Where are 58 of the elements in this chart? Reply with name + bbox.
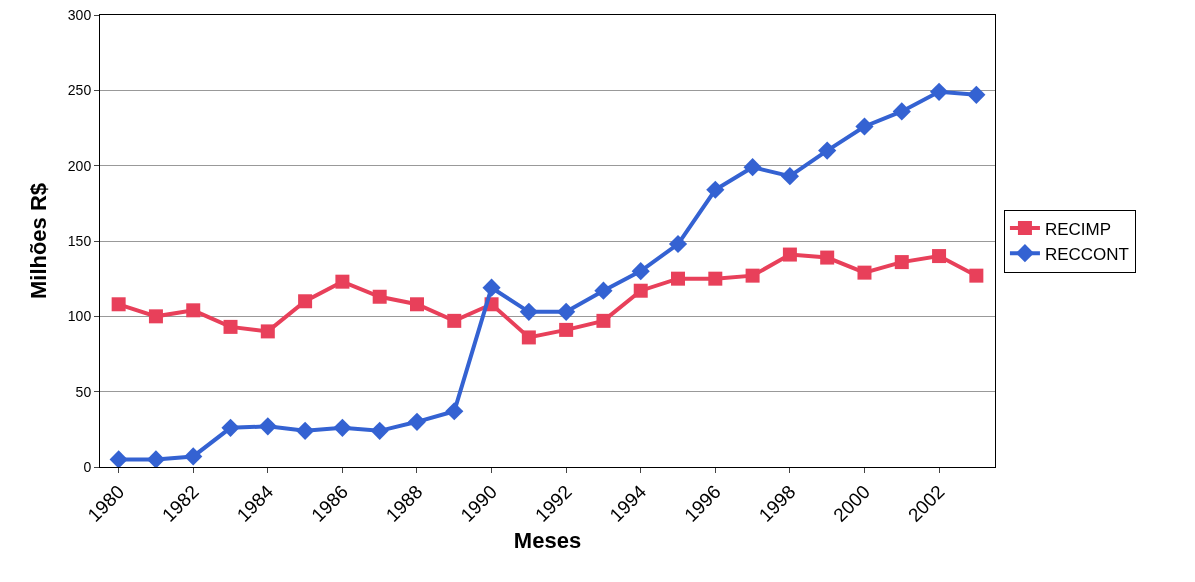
point <box>296 421 315 440</box>
point <box>372 289 387 304</box>
legend-label: RECIMP <box>1044 219 1112 239</box>
point <box>594 281 613 300</box>
y-tick-label: 50 <box>75 383 92 400</box>
y-axis-title: Milhões R$ <box>26 182 51 300</box>
y-tick-label: 300 <box>67 6 92 23</box>
point <box>894 255 909 270</box>
point <box>521 330 536 345</box>
point <box>447 313 462 328</box>
point <box>668 234 688 254</box>
point <box>482 278 501 297</box>
point <box>892 102 911 121</box>
point <box>260 324 275 339</box>
point <box>929 82 949 101</box>
point <box>370 421 389 440</box>
point <box>596 313 611 328</box>
point <box>969 268 984 283</box>
point <box>631 262 650 281</box>
legend-label: RECCONT <box>1044 244 1130 264</box>
point <box>258 417 277 436</box>
point <box>223 319 238 334</box>
point <box>148 309 163 324</box>
point <box>857 265 872 280</box>
point <box>557 302 576 321</box>
point <box>298 294 313 309</box>
point <box>780 167 799 186</box>
y-tick-label: 0 <box>83 458 92 475</box>
point <box>782 247 797 262</box>
point <box>407 412 427 431</box>
point <box>335 274 350 289</box>
point <box>745 268 760 283</box>
point <box>146 450 166 467</box>
point <box>186 303 201 318</box>
point <box>409 297 424 312</box>
point <box>333 418 352 437</box>
point <box>445 402 464 421</box>
y-tick-label: 200 <box>67 157 92 174</box>
y-tick-label: 100 <box>67 308 92 325</box>
x-axis-title: Meses <box>513 527 582 553</box>
point <box>932 249 947 264</box>
point <box>967 85 986 104</box>
point <box>743 158 762 177</box>
point <box>633 283 648 298</box>
point <box>559 322 574 337</box>
point <box>519 302 538 321</box>
point <box>671 271 686 286</box>
point <box>221 418 240 437</box>
point <box>706 180 725 199</box>
point <box>855 117 874 136</box>
point <box>111 297 126 312</box>
y-tick-label: 150 <box>67 232 92 249</box>
point <box>708 271 723 286</box>
point <box>109 450 128 467</box>
point <box>820 250 835 265</box>
y-tick-label: 250 <box>67 82 92 99</box>
point <box>818 141 837 160</box>
point <box>184 447 203 466</box>
